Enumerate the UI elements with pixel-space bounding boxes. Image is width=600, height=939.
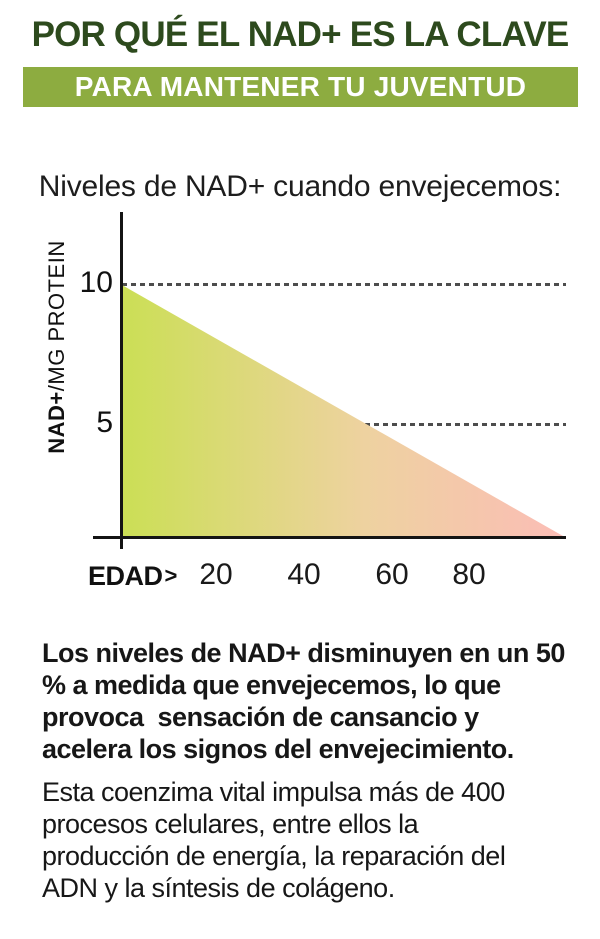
x-tick-60: 60 [375, 558, 409, 591]
paragraph-nad-decline: Los niveles de NAD+ disminuyen en un 50 … [42, 637, 572, 765]
paragraph-line: producción de energía, la reparación del [42, 841, 506, 871]
x-axis-line [93, 536, 566, 539]
paragraph-line: procesos celulares, entre ellos la [42, 809, 419, 839]
y-axis-label-rest: /MG PROTEIN [44, 240, 69, 392]
paragraph-coenzyme: Esta coenzima vital impulsa más de 400 p… [42, 776, 572, 904]
x-axis-label-text: EDAD [88, 561, 163, 591]
y-axis-line [120, 212, 123, 549]
area-series-nad-level [122, 285, 563, 536]
paragraph-line: provoca sensación de cansancio y [42, 702, 479, 732]
paragraph-line: acelera los signos del envejecimiento. [42, 734, 514, 764]
paragraph-line: ADN y la síntesis de colágeno. [42, 873, 395, 903]
paragraph-line: Los niveles de NAD+ disminuyen en un 50 [42, 638, 565, 668]
x-tick-20: 20 [199, 558, 233, 591]
y-tick-5: 5 [96, 406, 113, 439]
paragraph-line: % a medida que envejecemos, lo que [42, 670, 501, 700]
x-axis-label: EDAD> [88, 561, 177, 593]
x-tick-80: 80 [452, 558, 486, 591]
paragraph-line: Esta coenzima vital impulsa más de 400 [42, 777, 505, 807]
title-banner-text: PARA MANTENER TU JUVENTUD [74, 71, 527, 102]
x-tick-40: 40 [287, 558, 321, 591]
y-tick-10: 10 [79, 266, 113, 299]
gridline-y10 [122, 283, 566, 286]
chart-heading: Niveles de NAD+ cuando envejecemos: [38, 170, 562, 203]
page-title: POR QUÉ EL NAD+ ES LA CLAVE [31, 15, 570, 54]
right-arrow-icon: > [164, 563, 178, 588]
title-banner: PARA MANTENER TU JUVENTUD [23, 67, 578, 107]
